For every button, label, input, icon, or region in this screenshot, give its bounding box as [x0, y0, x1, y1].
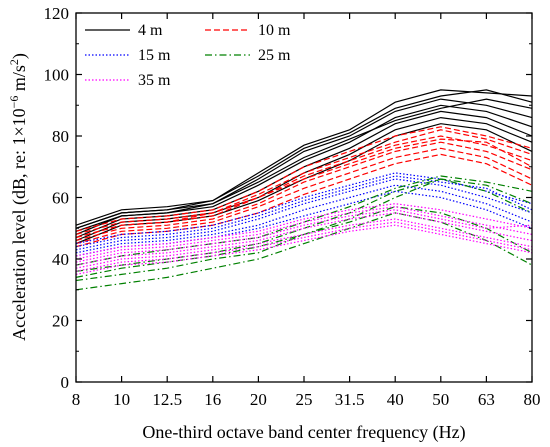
series-line: [75, 89, 533, 226]
x-tick-label: 10: [113, 390, 130, 409]
series-line: [75, 138, 533, 239]
legend-label: 35 m: [138, 72, 171, 89]
x-tick-label: 63: [478, 390, 495, 409]
series-line: [75, 203, 533, 257]
legend-label: 4 m: [138, 22, 163, 39]
series-line: [75, 218, 533, 269]
series-line: [75, 98, 533, 232]
y-axis-title: Acceleration level (dB, re: 1×10−6 m/s2): [7, 53, 30, 341]
series-line: [75, 190, 533, 257]
series-line: [75, 141, 533, 242]
series-line: [75, 175, 533, 248]
x-tick-label: 8: [72, 390, 81, 409]
y-tick-label: 20: [52, 312, 69, 331]
x-tick-label: 12.5: [152, 390, 182, 409]
series-line: [75, 209, 533, 263]
legend-label: 15 m: [138, 47, 171, 64]
x-tick-label: 25: [296, 390, 313, 409]
y-tick-label: 120: [44, 4, 70, 23]
series-line: [75, 184, 533, 254]
series-line: [75, 126, 533, 232]
x-tick-label: 80: [524, 390, 541, 409]
series-line: [75, 147, 533, 245]
x-axis: 8 10 12.5 16 20 25 31.5 40 50 63 80: [72, 13, 541, 409]
y-axis-title-exponent: −6: [7, 96, 21, 109]
series-line: [75, 178, 533, 251]
legend-label: 10 m: [258, 22, 291, 39]
legend: 4 m 10 m 15 m 25 m 35 m: [85, 22, 291, 89]
y-tick-label: 0: [61, 373, 70, 392]
y-tick-label: 80: [52, 127, 69, 146]
series-line: [75, 153, 533, 248]
series-line: [75, 104, 533, 235]
plot-series: [75, 89, 533, 291]
series-line: [75, 129, 533, 235]
y-tick-label: 100: [44, 66, 70, 85]
x-tick-label: 40: [387, 390, 404, 409]
series-line: [75, 89, 533, 229]
series-line: [75, 212, 533, 291]
x-tick-label: 31.5: [335, 390, 365, 409]
series-line: [75, 206, 533, 260]
x-axis-title: One-third octave band center frequency (…: [142, 422, 465, 443]
x-tick-label: 20: [250, 390, 267, 409]
x-tick-label: 16: [204, 390, 221, 409]
x-tick-label: 50: [432, 390, 449, 409]
series-line: [75, 224, 533, 275]
series-line: [75, 212, 533, 266]
series-line: [75, 206, 533, 278]
y-axis-title-square: 2: [7, 59, 21, 65]
series-line: [75, 221, 533, 272]
legend-label: 25 m: [258, 47, 291, 64]
y-tick-label: 40: [52, 250, 69, 269]
y-tick-label: 60: [52, 189, 69, 208]
series-line: [75, 98, 533, 229]
y-axis: 0 20 40 60 80 100 120: [44, 4, 532, 392]
